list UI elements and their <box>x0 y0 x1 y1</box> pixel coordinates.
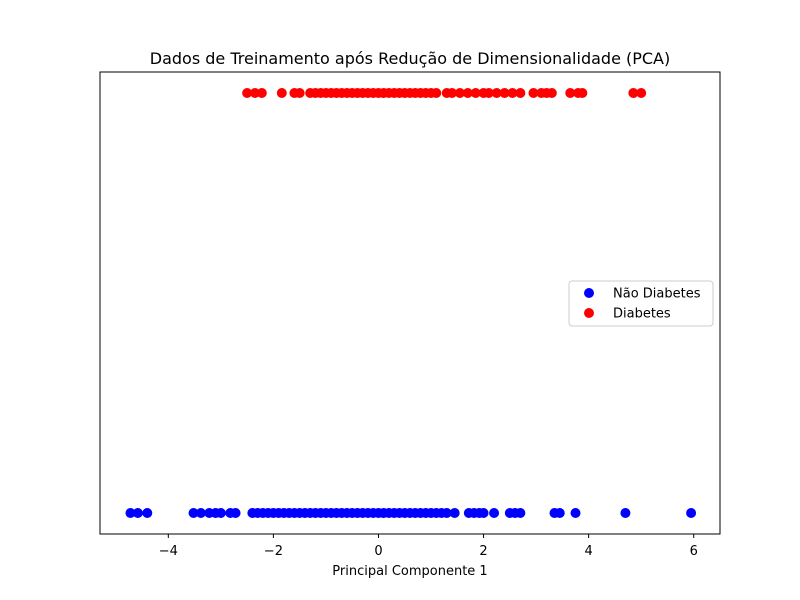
point-diabetes-41 <box>515 88 526 98</box>
x-tick-label-1: −2 <box>264 544 283 559</box>
legend-marker-diabetes <box>584 308 594 318</box>
legend-box <box>568 280 714 327</box>
chart-title: Dados de Treinamento após Redução de Dim… <box>150 49 671 68</box>
point-nao-diabetes-48 <box>449 508 460 518</box>
point-diabetes-33 <box>454 88 465 98</box>
x-tick-label-0: −4 <box>159 544 178 559</box>
point-diabetes-3 <box>276 88 287 98</box>
point-nao-diabetes-58 <box>554 508 565 518</box>
point-diabetes-48 <box>577 88 588 98</box>
point-nao-diabetes-56 <box>515 508 526 518</box>
x-tick-label-5: 6 <box>690 544 698 559</box>
point-nao-diabetes-47 <box>441 508 452 518</box>
point-nao-diabetes-53 <box>489 508 500 518</box>
points-layer <box>125 88 697 518</box>
point-nao-diabetes-0 <box>125 508 136 518</box>
point-diabetes-35 <box>470 88 481 98</box>
point-diabetes-42 <box>528 88 539 98</box>
x-axis-label: Principal Componente 1 <box>332 564 487 579</box>
point-nao-diabetes-61 <box>686 508 697 518</box>
legend-label-diabetes: Diabetes <box>613 307 671 322</box>
x-tick-label-2: 0 <box>374 544 382 559</box>
point-nao-diabetes-7 <box>215 508 226 518</box>
point-diabetes-38 <box>491 88 502 98</box>
point-diabetes-0 <box>242 88 253 98</box>
point-diabetes-5 <box>294 88 305 98</box>
legend-marker-nao-diabetes <box>584 288 594 298</box>
point-diabetes-45 <box>546 88 557 98</box>
point-nao-diabetes-59 <box>570 508 581 518</box>
point-nao-diabetes-2 <box>142 508 153 518</box>
point-diabetes-50 <box>636 88 647 98</box>
point-diabetes-40 <box>507 88 518 98</box>
point-nao-diabetes-60 <box>620 508 631 518</box>
point-diabetes-49 <box>628 88 639 98</box>
x-tick-label-4: 4 <box>584 544 592 559</box>
point-nao-diabetes-1 <box>132 508 143 518</box>
point-diabetes-46 <box>565 88 576 98</box>
point-diabetes-2 <box>256 88 267 98</box>
x-tick-label-3: 2 <box>479 544 487 559</box>
point-nao-diabetes-9 <box>230 508 241 518</box>
point-diabetes-37 <box>483 88 494 98</box>
legend-label-nao-diabetes: Não Diabetes <box>613 287 701 302</box>
point-nao-diabetes-4 <box>195 508 206 518</box>
point-diabetes-34 <box>462 88 473 98</box>
point-nao-diabetes-3 <box>188 508 199 518</box>
point-diabetes-32 <box>447 88 458 98</box>
point-nao-diabetes-52 <box>478 508 489 518</box>
x-axis-ticks: −4 −2 0 2 4 6 <box>159 534 698 559</box>
point-diabetes-39 <box>499 88 510 98</box>
plot-area-frame <box>99 71 721 535</box>
legend: Não Diabetes Diabetes <box>568 280 714 327</box>
point-diabetes-30 <box>431 88 442 98</box>
